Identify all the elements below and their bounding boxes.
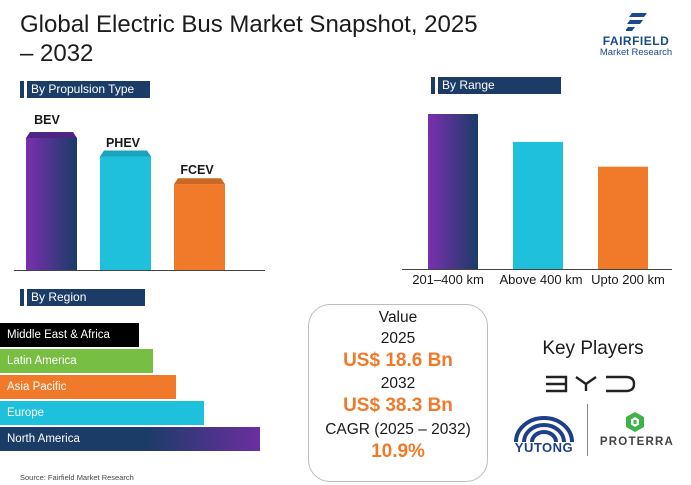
propulsion-bar-cap-1 [26,132,77,138]
market-value-box: Value 2025 US$ 18.6 Bn 2032 US$ 38.3 Bn … [308,304,488,482]
range-bar-3 [598,166,648,269]
brand-name: FAIRFIELD [602,34,670,48]
region-bar-asia-pacific: Asia Pacific [0,375,176,399]
proterra-name: PROTERRA [599,436,675,448]
region-section-label: By Region [20,289,145,306]
cagr-value: 10.9% [371,441,425,462]
proterra-logo-icon [626,412,644,432]
key-players-title: Key Players [542,338,644,359]
value-2025: US$ 18.6 Bn [343,350,453,371]
brand-subtitle: Market Research [599,47,673,58]
fairfield-logo-icon [626,13,647,31]
page-title: Global Electric Bus Market Snapshot, 202… [20,11,478,67]
propulsion-bar-label-phev: PHEV [105,136,141,150]
yutong-name: YUTONG [514,440,574,455]
range-tick-upto-200: Upto 200 km [591,272,665,287]
propulsion-bar-cap-3 [174,178,225,185]
region-bar-latin-america: Latin America [0,349,153,373]
propulsion-bar-2 [100,156,151,270]
range-tick-201-400: 201–400 km [412,272,484,287]
propulsion-bar-3 [174,184,225,270]
brand-logo: FAIRFIELD Market Research [586,12,686,60]
value-2032: US$ 38.3 Bn [343,395,453,416]
propulsion-bar-1 [26,138,77,270]
range-bar-2 [513,141,563,269]
propulsion-bar-cap-2 [100,150,151,157]
byd-logo-icon [546,375,636,393]
region-bar-middle-east-africa: Middle East & Africa [0,323,139,347]
range-section-label: By Range [431,77,561,94]
propulsion-bar-label-fcev: FCEV [180,163,214,177]
source-note: Source: Fairfield Market Research [20,473,134,482]
yutong-logo-icon [514,416,574,443]
key-players-divider [587,404,588,456]
value-year-2032: 2032 [380,375,416,392]
region-bar-north-america: North America [0,427,260,451]
range-bar-1 [428,114,478,269]
value-year-2025: 2025 [380,330,416,347]
propulsion-bar-label-bev: BEV [34,113,60,127]
cagr-label: CAGR (2025 – 2032) [325,421,471,438]
range-tick-above-400: Above 400 km [499,272,583,287]
propulsion-section-label: By Propulsion Type [20,81,150,98]
value-label: Value [378,309,418,326]
region-bar-europe: Europe [0,401,204,425]
